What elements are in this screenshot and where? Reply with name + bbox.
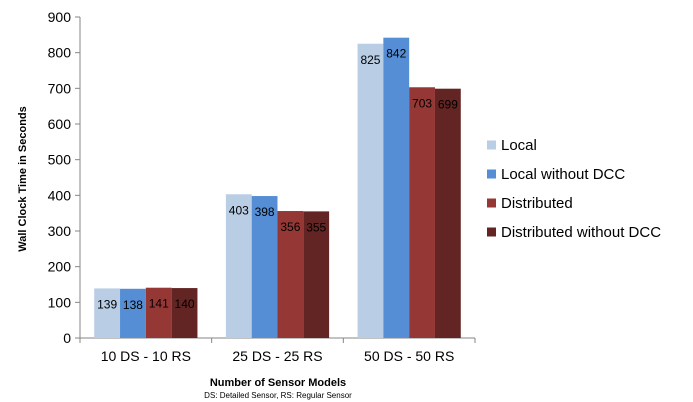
legend-swatch [487, 169, 496, 179]
data-label: 138 [123, 298, 143, 312]
y-tick-label: 300 [48, 223, 72, 239]
data-label: 355 [306, 220, 326, 234]
y-tick-label: 200 [48, 259, 72, 275]
data-label: 842 [386, 47, 406, 61]
data-label: 403 [229, 203, 249, 217]
data-label: 141 [149, 297, 169, 311]
data-label: 356 [280, 220, 300, 234]
data-labels: 139 138 141 140 403 398 356 355 825 842 703 699 [97, 47, 458, 312]
x-axis-title: Number of Sensor Models [210, 377, 346, 389]
bar [145, 287, 172, 338]
y-tick-label: 800 [48, 45, 72, 61]
legend-label: Local [501, 137, 537, 154]
x-tick-label: 10 DS - 10 RS [101, 348, 191, 364]
y-tick-label: 400 [48, 187, 72, 203]
data-label: 139 [97, 297, 117, 311]
y-tick-label: 500 [48, 152, 72, 168]
y-axis: 0 100 200 300 400 500 600 700 800 900 [48, 9, 81, 346]
y-axis-title: Wall Clock Time in Seconds [17, 106, 29, 251]
data-label: 140 [175, 297, 195, 311]
x-axis-subtitle: DS: Detailed Sensor, RS: Regular Sensor [204, 391, 352, 400]
bar [277, 211, 304, 338]
bar [225, 194, 252, 338]
data-label: 398 [255, 205, 275, 219]
x-tick-label: 25 DS - 25 RS [232, 348, 322, 364]
legend-swatch [487, 227, 496, 237]
legend-label: Distributed without DCC [501, 224, 661, 241]
bar [434, 88, 461, 338]
data-label: 825 [360, 53, 380, 67]
y-tick-label: 600 [48, 116, 72, 132]
legend-label: Distributed [501, 195, 573, 212]
bar [94, 288, 121, 338]
bar [120, 288, 146, 338]
bar [409, 87, 435, 338]
data-label: 699 [438, 98, 458, 112]
legend-swatch [487, 140, 496, 150]
legend-swatch [487, 198, 496, 208]
legend-label: Local without DCC [501, 166, 625, 183]
legend: Local Local without DCC Distributed Distrib… [487, 137, 661, 241]
y-tick-label: 900 [48, 9, 72, 25]
bar [303, 211, 330, 338]
bar [251, 196, 278, 338]
y-tick-label: 0 [63, 330, 71, 346]
y-tick-label: 100 [48, 294, 72, 310]
x-axis: 10 DS - 10 RS 25 DS - 25 RS 50 DS - 50 RS [79, 337, 476, 364]
x-tick-label: 50 DS - 50 RS [364, 348, 454, 364]
data-label: 703 [412, 96, 432, 110]
bar [383, 37, 410, 338]
bar [357, 43, 384, 338]
bar [171, 288, 198, 338]
bars [94, 37, 461, 338]
y-tick-label: 700 [48, 80, 72, 96]
